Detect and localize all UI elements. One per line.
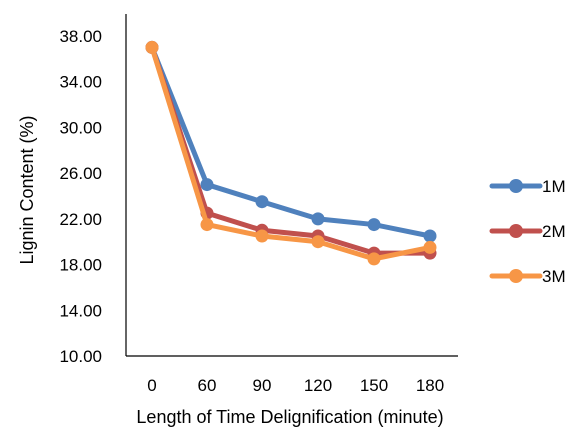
series-1M [145,40,437,243]
x-tick-label: 0 [147,376,156,395]
x-tick-label: 60 [198,376,217,395]
data-point [311,212,325,226]
series-3M [145,40,437,266]
x-tick-label: 120 [304,376,332,395]
y-tick-labels: 10.00 14.00 18.00 22.00 26.00 30.00 34.00 38.00 [59,27,102,366]
y-tick-label: 30.00 [59,118,102,137]
legend-item: 3M [489,267,566,286]
data-point [200,218,214,232]
data-point [200,178,214,192]
legend-item: 1M [489,177,566,196]
y-tick-label: 14.00 [59,301,102,320]
axes [125,14,458,357]
y-tick-label: 34.00 [59,73,102,92]
y-tick-label: 38.00 [59,27,102,46]
legend-label: 1M [542,177,566,196]
x-tick-label: 180 [416,376,444,395]
data-point [367,218,381,232]
series-line [149,44,433,239]
series-layer [145,40,437,266]
legend-label: 2M [542,222,566,241]
y-tick-label: 18.00 [59,256,102,275]
data-point [311,235,325,249]
data-point [255,195,269,209]
y-axis-title: Lignin Content (%) [17,115,37,264]
data-point [145,40,159,54]
legend: 1M 2M 3M [489,177,566,286]
y-tick-label: 22.00 [59,210,102,229]
legend-item: 2M [489,222,566,241]
series-line [149,44,433,262]
x-axis-title: Length of Time Delignification (minute) [136,407,443,427]
x-tick-label: 150 [360,376,388,395]
y-tick-label: 26.00 [59,164,102,183]
legend-marker [509,269,523,283]
legend-marker [509,224,523,238]
series-line [149,44,433,256]
x-tick-label: 90 [253,376,272,395]
data-point [367,252,381,266]
data-point [423,229,437,243]
legend-label: 3M [542,267,566,286]
y-tick-label: 10.00 [59,347,102,366]
x-tick-labels: 0 60 90 120 150 180 [147,376,444,395]
data-point [423,240,437,254]
legend-marker [509,179,523,193]
data-point [255,229,269,243]
